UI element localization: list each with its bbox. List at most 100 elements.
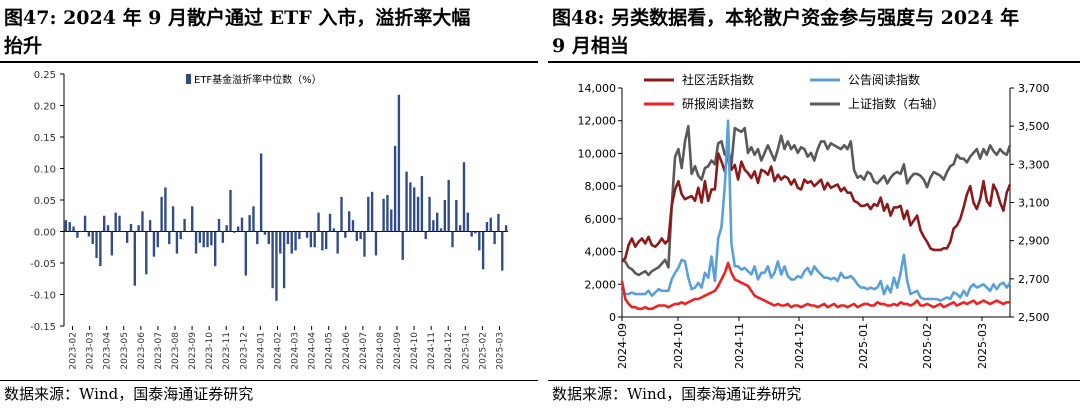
right-y-tick-label: 2,900 bbox=[1018, 235, 1050, 248]
right-y-tick-label: 3,500 bbox=[1018, 120, 1050, 133]
bar bbox=[474, 231, 477, 234]
announcement-reading-line bbox=[621, 119, 1012, 302]
bar bbox=[76, 231, 79, 238]
x-tick-label: 2023-05 bbox=[120, 332, 130, 370]
bar bbox=[152, 231, 156, 257]
bar bbox=[501, 231, 504, 271]
bar bbox=[148, 220, 152, 232]
x-tick-label: 2023-02 bbox=[69, 332, 79, 370]
bar bbox=[489, 217, 492, 232]
bar bbox=[99, 231, 102, 267]
bar bbox=[325, 231, 328, 250]
x-tick-label: 2025-02 bbox=[478, 332, 488, 370]
bar bbox=[340, 196, 343, 232]
left-y-tick-label: 14,000 bbox=[578, 82, 617, 95]
bar bbox=[370, 191, 374, 232]
x-tick-label: 2024-07 bbox=[359, 332, 369, 370]
sse-index-line bbox=[621, 124, 1012, 277]
bar bbox=[133, 231, 136, 286]
bar bbox=[432, 220, 435, 232]
bar bbox=[351, 220, 355, 232]
bar bbox=[240, 217, 244, 232]
bar bbox=[225, 225, 228, 232]
title-rule bbox=[0, 61, 538, 63]
bar bbox=[106, 225, 110, 232]
x-tick-label: 2025-01 bbox=[857, 323, 870, 369]
bar bbox=[145, 231, 148, 275]
bar bbox=[244, 231, 247, 276]
x-tick-label: 2023-10 bbox=[205, 332, 215, 370]
x-tick-label: 2024-06 bbox=[342, 332, 352, 370]
x-tick-label: 2023-04 bbox=[103, 332, 113, 370]
bar bbox=[332, 228, 336, 232]
x-tick-label: 2024-08 bbox=[376, 332, 386, 370]
x-tick-label: 2023-11 bbox=[222, 332, 232, 370]
bar bbox=[236, 226, 240, 232]
bar bbox=[443, 200, 447, 232]
right-y-tick-label: 3,300 bbox=[1018, 158, 1050, 171]
x-tick-label: 2024-01 bbox=[256, 332, 266, 370]
bar bbox=[248, 215, 251, 232]
x-tick-label: 2024-05 bbox=[325, 332, 335, 370]
etf-premium-bar-chart: 0.25 0.20 0.15 0.10 0.05 0.00 -0.05 -0.10 -0.15 2… bbox=[30, 70, 508, 370]
bar bbox=[271, 231, 274, 289]
community-activity-line bbox=[621, 150, 1012, 263]
left-y-tick-label: 12,000 bbox=[578, 115, 617, 128]
figure-title: 图48: 另类数据看，本轮散户资金参与强度与 2024 年 9 月相当 bbox=[552, 7, 1020, 57]
bar bbox=[347, 211, 351, 232]
y-tick-label: 0.05 bbox=[34, 196, 56, 207]
bar bbox=[305, 231, 309, 238]
bar bbox=[359, 231, 362, 240]
bar bbox=[279, 231, 282, 254]
bar bbox=[409, 182, 412, 232]
x-tick-label: 2024-04 bbox=[308, 332, 318, 370]
legend-label: ETF基金溢折率中位数（%） bbox=[194, 73, 322, 86]
bar bbox=[481, 231, 485, 270]
bar bbox=[344, 231, 347, 238]
bar bbox=[447, 179, 450, 232]
left-y-tick-label: 0 bbox=[609, 311, 616, 324]
x-tick-label: 2025-02 bbox=[921, 323, 934, 369]
bar bbox=[168, 231, 171, 245]
right-y-tick-label: 2,500 bbox=[1018, 311, 1050, 324]
x-tick-label: 2024-12 bbox=[793, 323, 806, 369]
bar bbox=[416, 196, 420, 232]
bar bbox=[72, 226, 75, 232]
bar bbox=[455, 200, 458, 232]
bar bbox=[141, 211, 144, 232]
bar bbox=[194, 231, 198, 254]
bar bbox=[125, 231, 129, 243]
bar bbox=[80, 231, 83, 233]
x-tick-label: 2024-03 bbox=[291, 332, 301, 370]
bar bbox=[118, 215, 121, 232]
bar bbox=[462, 162, 466, 232]
right-y-tick-label: 3,700 bbox=[1018, 82, 1050, 95]
bar bbox=[374, 231, 378, 256]
right-y-tick-label: 3,100 bbox=[1018, 197, 1050, 210]
bar bbox=[321, 231, 324, 251]
bar bbox=[87, 231, 91, 237]
bar bbox=[83, 215, 87, 232]
bar bbox=[317, 212, 320, 232]
research-reading-line bbox=[620, 261, 1010, 311]
x-tick-label: 2023-09 bbox=[188, 332, 198, 370]
bar bbox=[191, 206, 194, 232]
bar bbox=[355, 231, 358, 241]
bar bbox=[267, 231, 270, 245]
bar bbox=[91, 231, 94, 245]
bar bbox=[137, 225, 140, 232]
bar bbox=[393, 145, 397, 232]
bar bbox=[405, 171, 408, 232]
right-y-tick-label: 2,700 bbox=[1018, 273, 1050, 286]
x-tick-label: 2023-06 bbox=[137, 332, 147, 370]
x-tick-label: 2025-01 bbox=[461, 332, 471, 370]
bar bbox=[206, 231, 209, 248]
bar bbox=[451, 231, 454, 248]
bar bbox=[428, 196, 431, 232]
bar bbox=[175, 231, 179, 254]
bar bbox=[64, 220, 68, 232]
bar bbox=[164, 187, 167, 232]
left-y-tick-label: 8,000 bbox=[585, 180, 617, 193]
bar bbox=[198, 231, 202, 243]
panel-etf-premium: 图47: 2024 年 9 月散户通过 ETF 入市，溢折率大幅 抬升 0.25… bbox=[0, 0, 538, 408]
